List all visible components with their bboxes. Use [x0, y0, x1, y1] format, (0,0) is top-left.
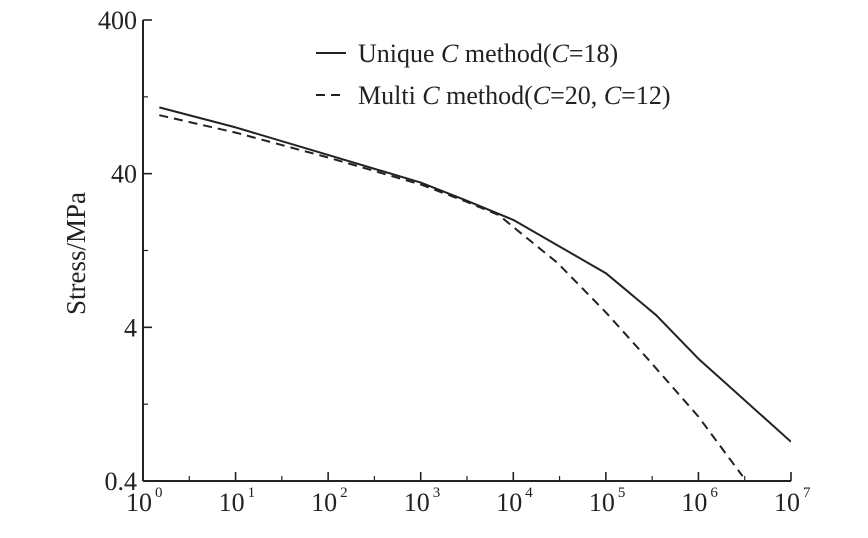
legend-label-part: C	[441, 39, 459, 68]
legend-label-part: =20,	[550, 81, 604, 110]
x-tick-exponent: 2	[340, 485, 348, 501]
y-tick-label: 400	[98, 6, 137, 35]
legend-label-part: =12)	[621, 81, 670, 110]
legend-label-2: Multi C method(C=20, C=12)	[358, 81, 670, 110]
x-tick-exponent: 0	[155, 485, 163, 501]
x-tick-label: 10	[311, 488, 337, 517]
legend: Unique C method(C=18)Multi C method(C=20…	[316, 39, 670, 110]
x-tick-exponent: 1	[248, 485, 256, 501]
x-tick-label: 10	[126, 488, 152, 517]
y-tick-label: 40	[111, 160, 137, 189]
series-line-1	[159, 106, 791, 443]
legend-label-part: method(	[440, 81, 533, 110]
x-tick-label: 10	[404, 488, 430, 517]
legend-label-part: Unique	[358, 39, 441, 68]
legend-label-1: Unique C method(C=18)	[358, 39, 618, 68]
x-tick-exponent: 3	[433, 485, 441, 501]
legend-label-part: Multi	[358, 81, 422, 110]
x-tick-label: 10	[219, 488, 245, 517]
series-line-2	[159, 114, 744, 477]
y-axis-label: Stress/MPa	[61, 192, 91, 315]
x-tick-label: 10	[589, 488, 615, 517]
legend-label-part: method(	[458, 39, 551, 68]
x-tick-label: 10	[681, 488, 707, 517]
x-tick-exponent: 7	[803, 485, 811, 501]
legend-label-part: C	[604, 81, 622, 110]
x-axis-ticks: 10 0 10 1 10 2 10 3 10 4 10 5 10 6 10 7	[126, 472, 811, 517]
y-tick-label: 0.4	[105, 467, 138, 496]
x-tick-label: 10	[496, 488, 522, 517]
x-tick-label: 10	[774, 488, 800, 517]
legend-label-part: C	[533, 81, 551, 110]
y-axis-ticks: 0.4 4 40 400	[98, 6, 152, 496]
x-tick-exponent: 5	[618, 485, 626, 501]
legend-label-part: C	[422, 81, 440, 110]
x-tick-exponent: 6	[710, 485, 718, 501]
series-layer	[159, 106, 791, 477]
legend-label-part: C	[552, 39, 570, 68]
y-tick-label: 4	[124, 313, 137, 342]
legend-label-part: =18)	[569, 39, 618, 68]
x-tick-exponent: 4	[525, 485, 533, 501]
